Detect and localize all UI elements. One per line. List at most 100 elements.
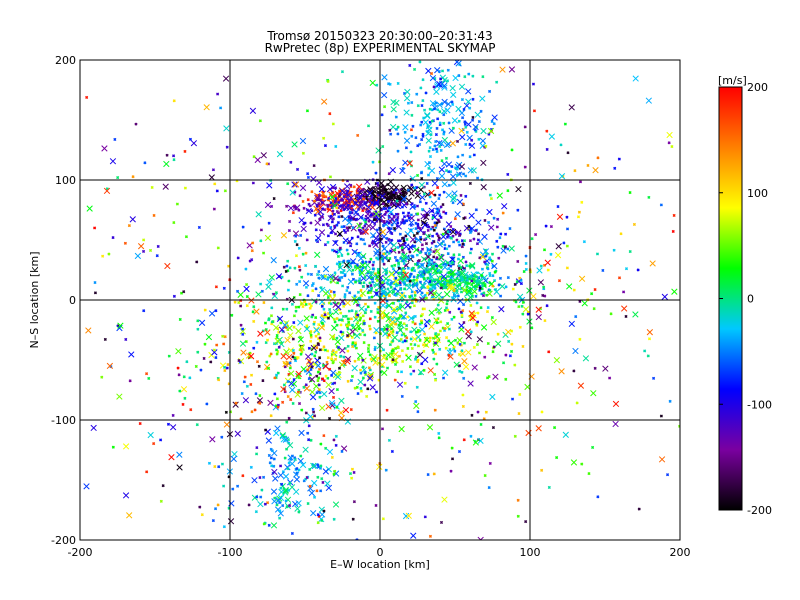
scatter-dot: [672, 213, 676, 217]
scatter-dot: [243, 375, 247, 379]
scatter-dot: [329, 302, 333, 306]
scatter-dot: [227, 264, 231, 268]
scatter-cross: [371, 353, 378, 361]
scatter-dot: [293, 239, 297, 243]
scatter-dot: [418, 60, 422, 64]
scatter-dot: [335, 336, 339, 340]
scatter-dot: [395, 307, 400, 311]
scatter-dot: [255, 360, 260, 364]
scatter-cross: [243, 285, 250, 293]
scatter-dot: [449, 469, 453, 473]
scatter-dot: [326, 376, 330, 380]
scatter-dot: [309, 333, 313, 337]
scatter-cross: [435, 291, 443, 299]
scatter-dot: [436, 234, 440, 238]
scatter-dot: [182, 290, 186, 294]
scatter-dot: [463, 75, 467, 79]
scatter-dot: [349, 183, 353, 187]
scatter-cross: [306, 358, 313, 365]
scatter-cross: [251, 477, 258, 484]
scatter-dot: [445, 302, 449, 306]
scatter-dot: [517, 412, 521, 416]
scatter-dot: [311, 313, 315, 317]
scatter-cross: [208, 310, 216, 317]
scatter-cross: [428, 273, 435, 280]
scatter-dot: [269, 314, 274, 318]
scatter-dot: [565, 215, 569, 219]
scatter-dot: [242, 380, 246, 384]
scatter-dot: [295, 243, 299, 247]
scatter-dot: [646, 354, 650, 358]
chart-title: Tromsø 20150323 20:30:00–20:31:43: [266, 29, 492, 43]
scatter-dot: [409, 272, 413, 276]
scatter-dot: [422, 230, 427, 234]
scatter-dot: [430, 258, 434, 262]
scatter-dot: [263, 502, 267, 506]
scatter-dot: [352, 185, 356, 189]
scatter-dot: [161, 484, 165, 488]
scatter-dot: [573, 169, 577, 173]
scatter-dot: [342, 224, 346, 229]
scatter-dot: [409, 337, 413, 341]
scatter-dot: [387, 82, 391, 86]
scatter-dot: [480, 267, 484, 271]
scatter-dot: [376, 310, 380, 315]
scatter-dot: [277, 345, 281, 349]
scatter-cross: [489, 393, 496, 401]
scatter-dot: [405, 324, 409, 328]
scatter-dot: [255, 495, 259, 499]
scatter-dot: [225, 366, 229, 370]
scatter-dot: [397, 266, 401, 270]
scatter-dot: [410, 100, 414, 105]
scatter-dot: [463, 276, 467, 280]
scatter-dot: [395, 317, 399, 321]
scatter-dot: [270, 320, 274, 324]
scatter-dot: [326, 277, 330, 281]
scatter-dot: [461, 393, 465, 397]
scatter-cross: [458, 83, 466, 90]
scatter-dot: [609, 312, 613, 316]
scatter-dot: [370, 195, 374, 199]
scatter-dot: [331, 349, 335, 353]
scatter-dot: [334, 186, 338, 190]
scatter-cross: [373, 281, 381, 288]
scatter-dot: [590, 292, 594, 296]
scatter-dot: [285, 420, 289, 424]
scatter-dot: [259, 282, 263, 286]
scatter-cross: [424, 112, 431, 120]
scatter-dot: [330, 248, 335, 252]
scatter-dot: [225, 145, 229, 149]
scatter-dot: [337, 265, 342, 269]
scatter-cross: [461, 358, 468, 365]
scatter-dot: [309, 367, 313, 372]
scatter-dot: [462, 438, 466, 442]
scatter-dot: [352, 261, 356, 265]
scatter-dot: [387, 221, 391, 225]
scatter-dot: [309, 221, 313, 225]
scatter-dot: [359, 231, 363, 236]
scatter-dot: [414, 227, 418, 231]
scatter-dot: [398, 232, 402, 236]
scatter-cross: [265, 437, 272, 444]
scatter-dot: [502, 361, 506, 365]
scatter-dot: [463, 120, 467, 124]
scatter-dot: [361, 365, 365, 369]
scatter-dot: [314, 350, 318, 354]
scatter-dot: [403, 277, 407, 281]
scatter-cross: [457, 297, 464, 305]
scatter-cross: [474, 111, 481, 118]
scatter-dot: [308, 306, 312, 310]
scatter-dot: [397, 354, 402, 358]
scatter-dot: [333, 224, 337, 228]
scatter-dot: [375, 83, 379, 87]
scatter-dot: [439, 320, 443, 324]
scatter-dot: [360, 294, 364, 298]
scatter-dot: [423, 332, 427, 336]
scatter-dot: [578, 180, 583, 184]
scatter-dot: [483, 218, 487, 223]
scatter-dot: [155, 254, 159, 258]
scatter-dot: [415, 283, 419, 287]
scatter-cross: [440, 273, 447, 280]
scatter-dot: [410, 290, 414, 294]
scatter-cross: [459, 270, 466, 277]
